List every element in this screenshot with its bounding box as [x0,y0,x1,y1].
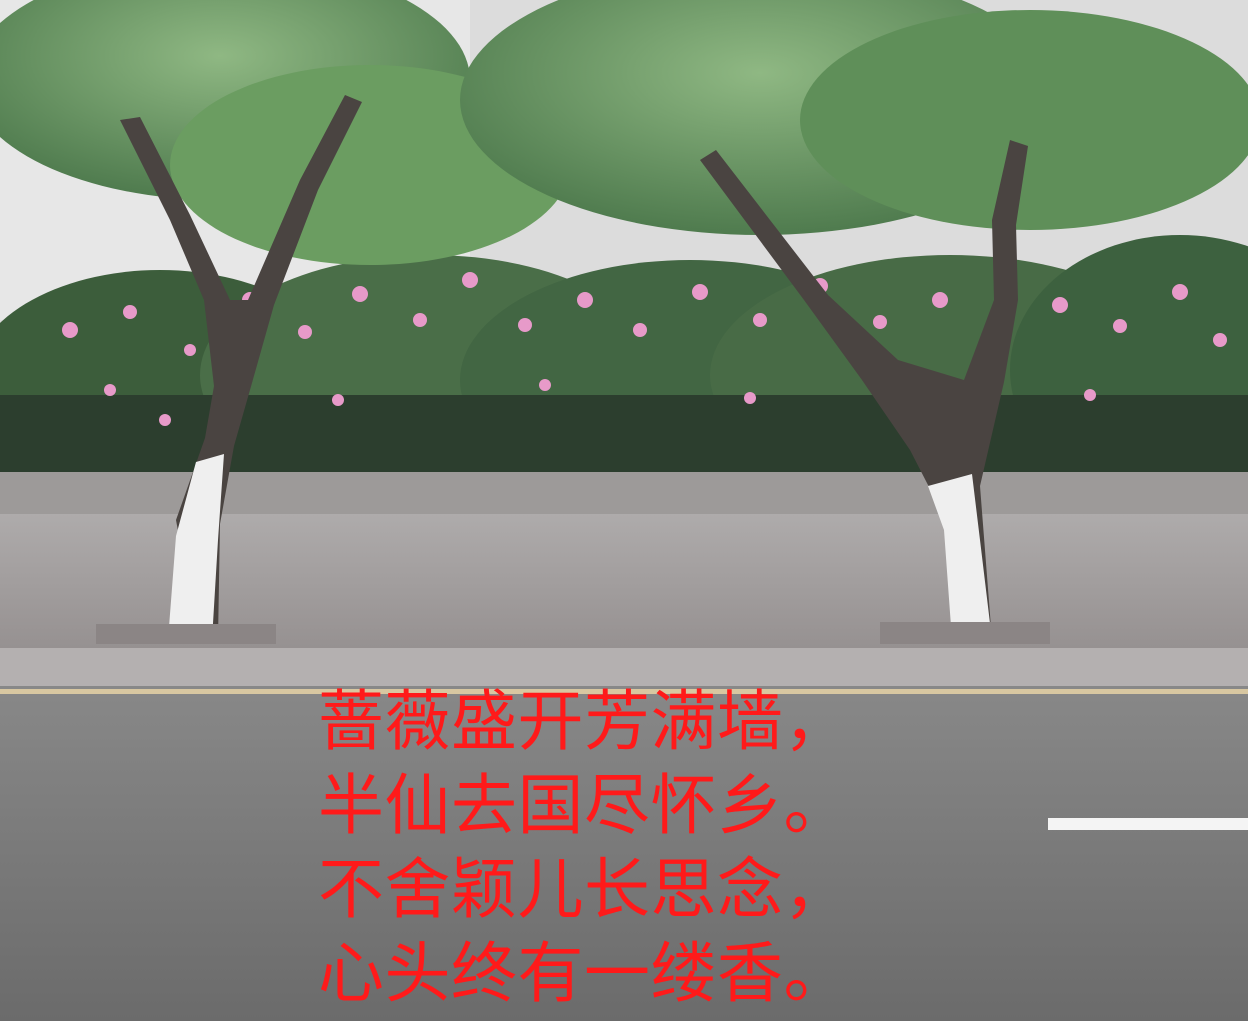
tree-pit-right [880,622,1050,644]
poem-line-3: 不舍颖儿长思念， [318,851,850,928]
yellow-lane-line [0,689,1248,694]
curb [0,648,1248,686]
tree-canopy-right [460,0,1248,235]
tree-left [120,95,362,640]
tree-right [700,140,1028,640]
poem-overlay: 蔷薇盛开芳满墙， 半仙去国尽怀乡。 不舍颖儿长思念， 心头终有一缕香。 [318,680,938,1016]
white-lane-marking [1048,818,1248,830]
tree-pit-left [96,624,276,644]
rose-hedge [0,235,1248,505]
poem-line-1: 蔷薇盛开芳满墙， [318,683,850,760]
road [0,686,1248,1021]
poem-line-4: 心头终有一缕香。 [318,935,850,1012]
poem-line-2: 半仙去国尽怀乡。 [318,767,850,844]
